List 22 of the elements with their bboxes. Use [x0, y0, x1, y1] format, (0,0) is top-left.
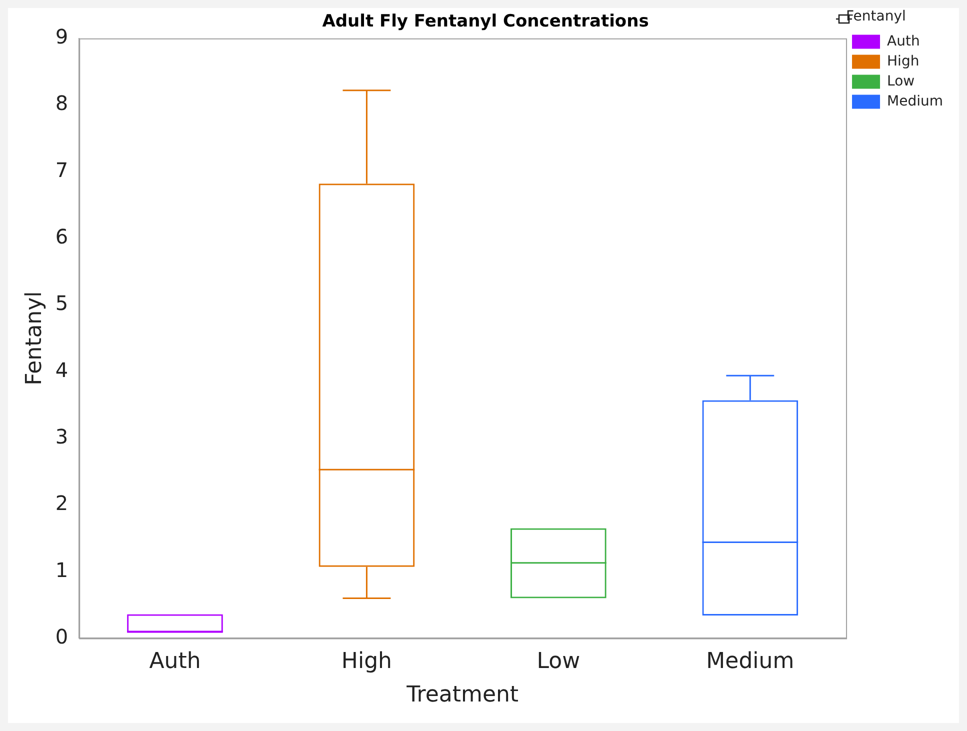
x-axis-title: Treatment [406, 682, 519, 708]
y-tick-label: 3 [55, 424, 68, 448]
y-tick-label: 2 [55, 491, 68, 516]
y-tick-label: 1 [55, 558, 68, 582]
y-tick-label: 7 [55, 158, 68, 182]
x-tick-label: High [341, 649, 392, 674]
legend-label: High [887, 53, 920, 70]
chart-title: Adult Fly Fentanyl Concentrations [322, 12, 649, 32]
y-axis-title: Fentanyl [22, 291, 47, 386]
y-tick-label: 9 [55, 24, 68, 49]
y-tick-label: 8 [55, 91, 68, 116]
y-tick-label: 6 [55, 224, 68, 249]
x-tick-label: Medium [706, 649, 794, 674]
legend-title: Fentanyl [846, 8, 906, 25]
legend-label: Medium [887, 93, 944, 110]
y-tick-label: 0 [55, 624, 68, 648]
legend-label: Auth [887, 33, 920, 50]
y-tick-label: 4 [55, 358, 68, 382]
x-tick-label: Low [536, 649, 580, 674]
y-tick-label: 5 [55, 291, 68, 316]
x-tick-label: Auth [149, 649, 201, 674]
legend-label: Low [887, 73, 915, 90]
